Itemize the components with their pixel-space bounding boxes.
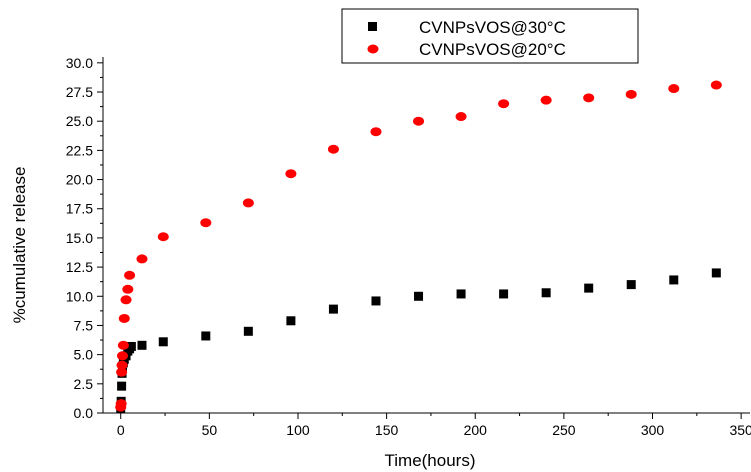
y-axis: 0.0 2.5 5.0 7.5 10.0 12.5 15.0 17.5 20.0 22.5 25.0… (66, 55, 103, 421)
y-tick-label: 2.5 (74, 376, 94, 392)
x-tick-label: 300 (641, 422, 665, 438)
data-point-20c (242, 198, 254, 208)
data-point-30c (137, 340, 147, 350)
x-tick-label: 350 (729, 422, 751, 438)
legend-label-20c: CVNPsVOS@20°C (419, 40, 566, 59)
x-tick-label: 200 (464, 422, 488, 438)
plot-frame (102, 57, 750, 414)
data-point-20c (116, 367, 128, 377)
y-tick-label: 17.5 (66, 201, 93, 217)
data-point-30c (371, 296, 381, 306)
data-point-30c (626, 280, 636, 290)
y-tick-label: 12.5 (66, 259, 93, 275)
x-tick-label: 100 (286, 422, 310, 438)
data-point-30c (456, 289, 466, 299)
data-point-20c (157, 232, 169, 242)
legend-marker-20c (367, 44, 379, 54)
y-tick-label: 5.0 (74, 347, 94, 363)
data-point-30c (541, 288, 551, 298)
data-point-20c (116, 360, 128, 370)
data-point-30c (584, 283, 594, 293)
y-tick-label: 27.5 (66, 84, 93, 100)
x-tick-label: 250 (552, 422, 576, 438)
y-tick-label: 15.0 (66, 230, 93, 246)
y-axis-title: %cumulative release (10, 167, 29, 324)
data-point-20c (370, 127, 382, 137)
y-tick-label: 10.0 (66, 288, 93, 304)
data-point-30c (243, 326, 253, 336)
data-point-20c (136, 254, 148, 264)
data-point-30c (711, 268, 721, 278)
data-point-20c (115, 399, 127, 409)
x-tick-label: 0 (117, 422, 125, 438)
y-tick-label: 22.5 (66, 142, 93, 158)
data-point-20c (540, 95, 552, 105)
data-point-30c (414, 291, 424, 301)
data-point-30c (117, 381, 127, 391)
data-point-30c (286, 316, 296, 326)
legend-label-30c: CVNPsVOS@30°C (419, 18, 566, 37)
data-point-30c (328, 304, 338, 314)
x-tick-label: 50 (202, 422, 218, 438)
x-axis-title: Time(hours) (385, 451, 476, 470)
legend-marker-30c (368, 22, 377, 31)
data-point-20c (118, 313, 130, 323)
legend-box (341, 8, 639, 64)
data-point-20c (455, 112, 467, 122)
data-point-20c (122, 284, 134, 294)
data-point-20c (498, 99, 510, 109)
data-point-20c (120, 295, 132, 305)
y-tick-label: 20.0 (66, 172, 93, 188)
data-point-30c (499, 289, 509, 299)
legend: CVNPsVOS@30°C CVNPsVOS@20°C (341, 8, 639, 64)
x-tick-label: 150 (375, 422, 399, 438)
x-axis: 0 50 100 150 200 250 300 350 (117, 413, 751, 438)
data-point-20c (583, 93, 595, 103)
data-point-30c (158, 337, 168, 347)
data-point-20c (200, 218, 212, 228)
data-point-20c (668, 84, 680, 94)
data-point-20c (116, 351, 128, 361)
data-point-30c (669, 275, 679, 285)
data-point-20c (285, 169, 297, 179)
data-markers (115, 80, 722, 413)
data-point-20c (327, 144, 339, 154)
data-point-20c (124, 270, 136, 280)
y-tick-label: 0.0 (74, 405, 94, 421)
y-tick-label: 25.0 (66, 113, 93, 129)
y-tick-label: 30.0 (66, 55, 93, 71)
y-tick-label: 7.5 (74, 317, 94, 333)
data-point-20c (625, 89, 637, 99)
data-point-20c (117, 340, 129, 350)
data-point-20c (413, 116, 425, 126)
data-point-30c (126, 341, 136, 351)
data-point-20c (710, 80, 722, 90)
data-point-30c (201, 331, 211, 341)
